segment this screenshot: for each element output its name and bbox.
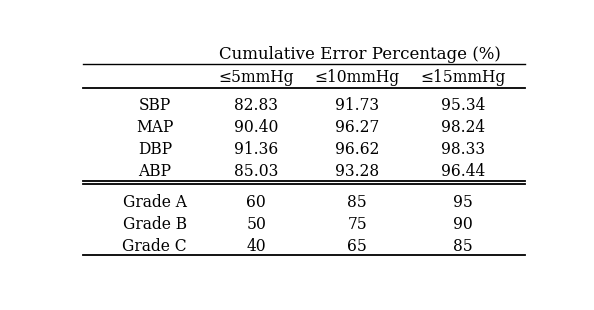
Text: 91.73: 91.73 — [335, 97, 380, 114]
Text: SBP: SBP — [138, 97, 171, 114]
Text: 82.83: 82.83 — [234, 97, 278, 114]
Text: DBP: DBP — [138, 141, 172, 157]
Text: ABP: ABP — [138, 162, 171, 179]
Text: Grade B: Grade B — [123, 216, 187, 233]
Text: Grade A: Grade A — [123, 194, 187, 211]
Text: 95.34: 95.34 — [441, 97, 485, 114]
Text: 50: 50 — [246, 216, 266, 233]
Text: 90: 90 — [453, 216, 473, 233]
Text: MAP: MAP — [136, 119, 173, 136]
Text: 98.33: 98.33 — [441, 141, 485, 157]
Text: 98.24: 98.24 — [441, 119, 485, 136]
Text: 91.36: 91.36 — [234, 141, 278, 157]
Text: 60: 60 — [247, 194, 266, 211]
Text: 85.03: 85.03 — [234, 162, 278, 179]
Text: ≤10mmHg: ≤10mmHg — [315, 69, 400, 86]
Text: 96.62: 96.62 — [335, 141, 380, 157]
Text: 85: 85 — [347, 194, 367, 211]
Text: 75: 75 — [347, 216, 367, 233]
Text: 96.27: 96.27 — [335, 119, 380, 136]
Text: 65: 65 — [347, 238, 367, 255]
Text: 90.40: 90.40 — [234, 119, 278, 136]
Text: 85: 85 — [453, 238, 473, 255]
Text: 40: 40 — [247, 238, 266, 255]
Text: 95: 95 — [453, 194, 473, 211]
Text: Grade C: Grade C — [122, 238, 187, 255]
Text: 96.44: 96.44 — [441, 162, 485, 179]
Text: ≤15mmHg: ≤15mmHg — [421, 69, 506, 86]
Text: 93.28: 93.28 — [335, 162, 380, 179]
Text: Cumulative Error Percentage (%): Cumulative Error Percentage (%) — [219, 46, 501, 63]
Text: ≤5mmHg: ≤5mmHg — [219, 69, 294, 86]
